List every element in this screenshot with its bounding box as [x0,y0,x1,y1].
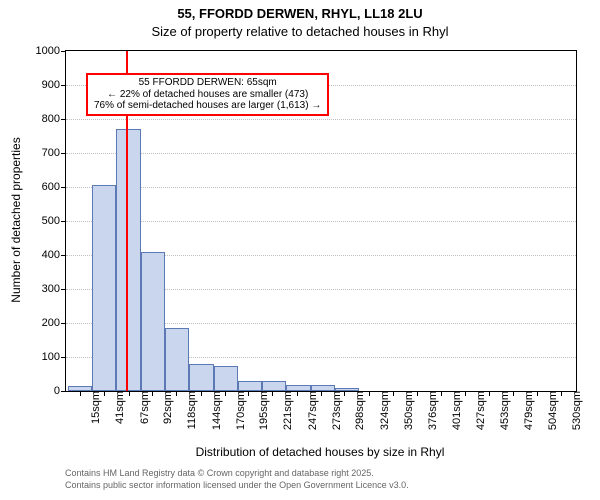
x-tick-mark [104,391,105,396]
x-tick-label: 144sqm [205,391,223,430]
y-tick-label: 500 [42,215,66,227]
y-tick-label: 400 [42,249,66,261]
annotation-line3: 76% of semi-detached houses are larger (… [94,100,321,112]
x-tick-mark [393,391,394,396]
x-tick-mark [225,391,226,396]
x-tick-label: 530sqm [565,391,583,430]
footer-line2: Contains public sector information licen… [65,480,409,490]
x-tick-label: 170sqm [229,391,247,430]
x-tick-label: 118sqm [180,391,198,429]
histogram-bar [92,185,116,391]
x-tick-label: 41sqm [108,391,126,424]
x-tick-mark [80,391,81,396]
x-tick-mark [344,391,345,396]
x-tick-mark [297,391,298,396]
x-tick-label: 504sqm [541,391,559,430]
x-tick-label: 479sqm [517,391,535,430]
chart-title-line1: 55, FFORDD DERWEN, RHYL, LL18 2LU [0,6,600,21]
x-tick-label: 195sqm [252,391,270,430]
x-tick-label: 221sqm [276,391,294,430]
x-tick-mark [248,391,249,396]
y-axis-label: Number of detached properties [9,137,23,302]
histogram-bar [238,381,262,391]
x-axis-label: Distribution of detached houses by size … [65,445,575,459]
x-tick-mark [417,391,418,396]
x-tick-mark [537,391,538,396]
chart-container: 55, FFORDD DERWEN, RHYL, LL18 2LU Size o… [0,0,600,500]
x-tick-label: 350sqm [397,391,415,430]
gridline [66,153,576,154]
x-tick-mark [489,391,490,396]
x-tick-label: 92sqm [156,391,174,424]
y-tick-label: 800 [42,113,66,125]
footer-line1: Contains HM Land Registry data © Crown c… [65,468,374,478]
x-tick-mark [321,391,322,396]
chart-title-line2: Size of property relative to detached ho… [0,24,600,39]
x-tick-label: 376sqm [421,391,439,430]
gridline [66,221,576,222]
histogram-bar [262,381,286,391]
y-tick-label: 600 [42,181,66,193]
x-tick-label: 247sqm [301,391,319,430]
y-tick-label: 0 [54,385,66,397]
y-tick-label: 300 [42,283,66,295]
marker-annotation: 55 FFORDD DERWEN: 65sqm ← 22% of detache… [86,73,329,116]
x-tick-label: 401sqm [445,391,463,430]
gridline [66,119,576,120]
histogram-bar [189,364,213,391]
x-tick-label: 427sqm [469,391,487,430]
x-tick-mark [369,391,370,396]
y-tick-label: 900 [42,79,66,91]
annotation-line1: 55 FFORDD DERWEN: 65sqm [94,77,321,89]
gridline [66,187,576,188]
x-tick-label: 15sqm [84,391,102,424]
histogram-bar [141,252,165,391]
x-tick-label: 273sqm [325,391,343,430]
x-tick-mark [272,391,273,396]
x-tick-mark [513,391,514,396]
x-tick-label: 453sqm [493,391,511,430]
y-tick-label: 100 [42,351,66,363]
x-tick-mark [129,391,130,396]
x-tick-mark [176,391,177,396]
y-tick-label: 200 [42,317,66,329]
x-tick-label: 67sqm [133,391,151,424]
x-tick-mark [441,391,442,396]
histogram-bar [165,328,189,391]
y-tick-label: 700 [42,147,66,159]
x-tick-mark [561,391,562,396]
annotation-line2: ← 22% of detached houses are smaller (47… [94,89,321,101]
x-tick-mark [201,391,202,396]
x-tick-label: 298sqm [348,391,366,430]
plot-area: 01002003004005006007008009001000 15sqm41… [65,50,577,392]
x-tick-mark [152,391,153,396]
x-tick-label: 324sqm [373,391,391,430]
histogram-bar [214,366,238,392]
x-tick-mark [465,391,466,396]
histogram-bar [116,129,140,391]
y-tick-label: 1000 [36,45,66,57]
